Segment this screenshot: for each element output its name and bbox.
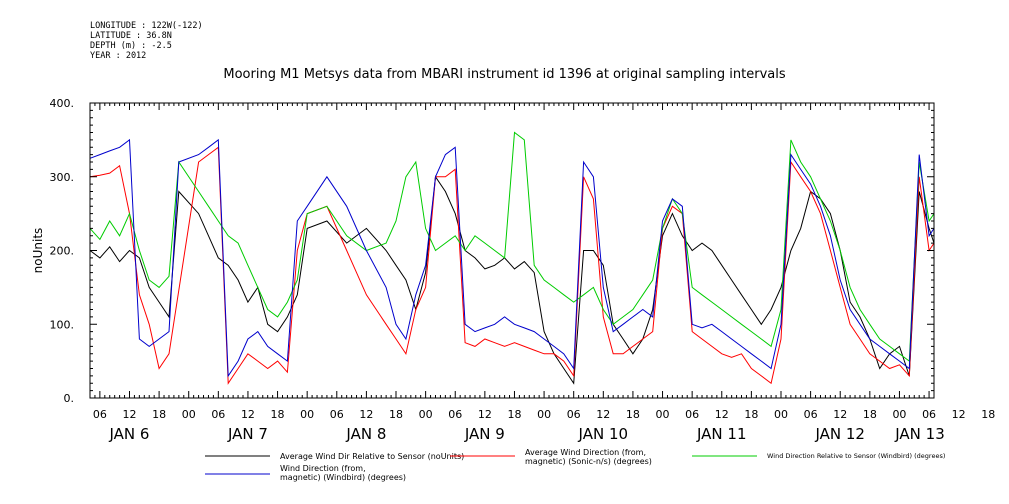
x-hour-label: 12 <box>359 408 373 421</box>
x-hour-label: 12 <box>596 408 610 421</box>
y-tick-label: 300. <box>50 171 75 184</box>
x-hour-label: 00 <box>892 408 906 421</box>
x-hour-label: 12 <box>478 408 492 421</box>
x-hour-label: 06 <box>330 408 344 421</box>
latitude-text: LATITUDE : 36.8N <box>90 31 172 41</box>
longitude-text: LONGITUDE : 122W(-122) <box>90 21 203 31</box>
legend-label: magnetic) (Sonic-n/s) (degrees) <box>525 457 652 466</box>
x-hour-label: 18 <box>626 408 640 421</box>
legend: Average Wind Dir Relative to Sensor (noU… <box>205 448 945 482</box>
plot-frame <box>89 102 935 399</box>
x-hour-label: 06 <box>804 408 818 421</box>
y-axis: 0. 100. 200. 300. 400. <box>50 97 934 405</box>
x-day-label: JAN 11 <box>696 425 747 443</box>
x-hour-label: 12 <box>241 408 255 421</box>
x-hour-label: 18 <box>271 408 285 421</box>
x-hour-label: 06 <box>567 408 581 421</box>
x-hour-label: 12 <box>122 408 136 421</box>
x-hour-label: 00 <box>182 408 196 421</box>
x-hour-label: 00 <box>537 408 551 421</box>
x-hour-label: 06 <box>448 408 462 421</box>
x-hour-label: 18 <box>389 408 403 421</box>
x-axis: 06 12 18 00 06 12 18 00 06 12 18 00 06 12 18 00 06 12 18 00… <box>89 103 995 443</box>
metadata-block: LONGITUDE : 122W(-122) LATITUDE : 36.8N … <box>90 21 203 61</box>
x-hour-label: 00 <box>419 408 433 421</box>
x-day-label: JAN 6 <box>109 425 150 443</box>
legend-label: Average Wind Dir Relative to Sensor (noU… <box>280 452 464 461</box>
chart-title: Mooring M1 Metsys data from MBARI instru… <box>223 67 786 82</box>
legend-label: magnetic) (Windbird) (degrees) <box>280 473 406 482</box>
x-hour-label: 18 <box>152 408 166 421</box>
x-hour-label: 18 <box>981 408 995 421</box>
x-hour-label: 12 <box>715 408 729 421</box>
legend-label: Wind Direction Relative to Sensor (Windb… <box>767 452 945 460</box>
x-day-label: JAN 13 <box>894 425 945 443</box>
x-hour-label: 12 <box>833 408 847 421</box>
series-line-1 <box>89 175 935 385</box>
depth-text: DEPTH (m) : -2.5 <box>90 41 172 51</box>
x-hour-label: 00 <box>300 408 314 421</box>
y-axis-label: noUnits <box>31 228 45 274</box>
x-hour-label: 06 <box>211 408 225 421</box>
x-day-label: JAN 12 <box>814 425 865 443</box>
x-hour-label: 06 <box>93 408 107 421</box>
x-hour-label: 12 <box>952 408 966 421</box>
x-hour-label: 00 <box>774 408 788 421</box>
legend-label: Wind Direction (from, <box>280 464 366 473</box>
x-day-label: JAN 10 <box>578 425 629 443</box>
x-day-label: JAN 8 <box>345 425 386 443</box>
y-tick-label: 400. <box>50 97 75 110</box>
x-hour-label: 18 <box>744 408 758 421</box>
x-hour-label: 06 <box>922 408 936 421</box>
series-line-4 <box>89 138 935 378</box>
x-day-label: JAN 7 <box>227 425 268 443</box>
x-hour-label: 18 <box>507 408 521 421</box>
y-tick-label: 0. <box>64 392 75 405</box>
legend-label: Average Wind Direction (from, <box>525 448 646 457</box>
year-text: YEAR : 2012 <box>90 51 147 61</box>
x-hour-label: 06 <box>685 408 699 421</box>
y-tick-label: 200. <box>50 245 75 258</box>
x-hour-label: 00 <box>656 408 670 421</box>
plot-lines <box>89 131 935 385</box>
x-day-label: JAN 9 <box>464 425 505 443</box>
series-line-2 <box>89 146 935 385</box>
y-tick-label: 100. <box>50 318 75 331</box>
series-line-3 <box>89 131 935 363</box>
x-hour-label: 18 <box>863 408 877 421</box>
